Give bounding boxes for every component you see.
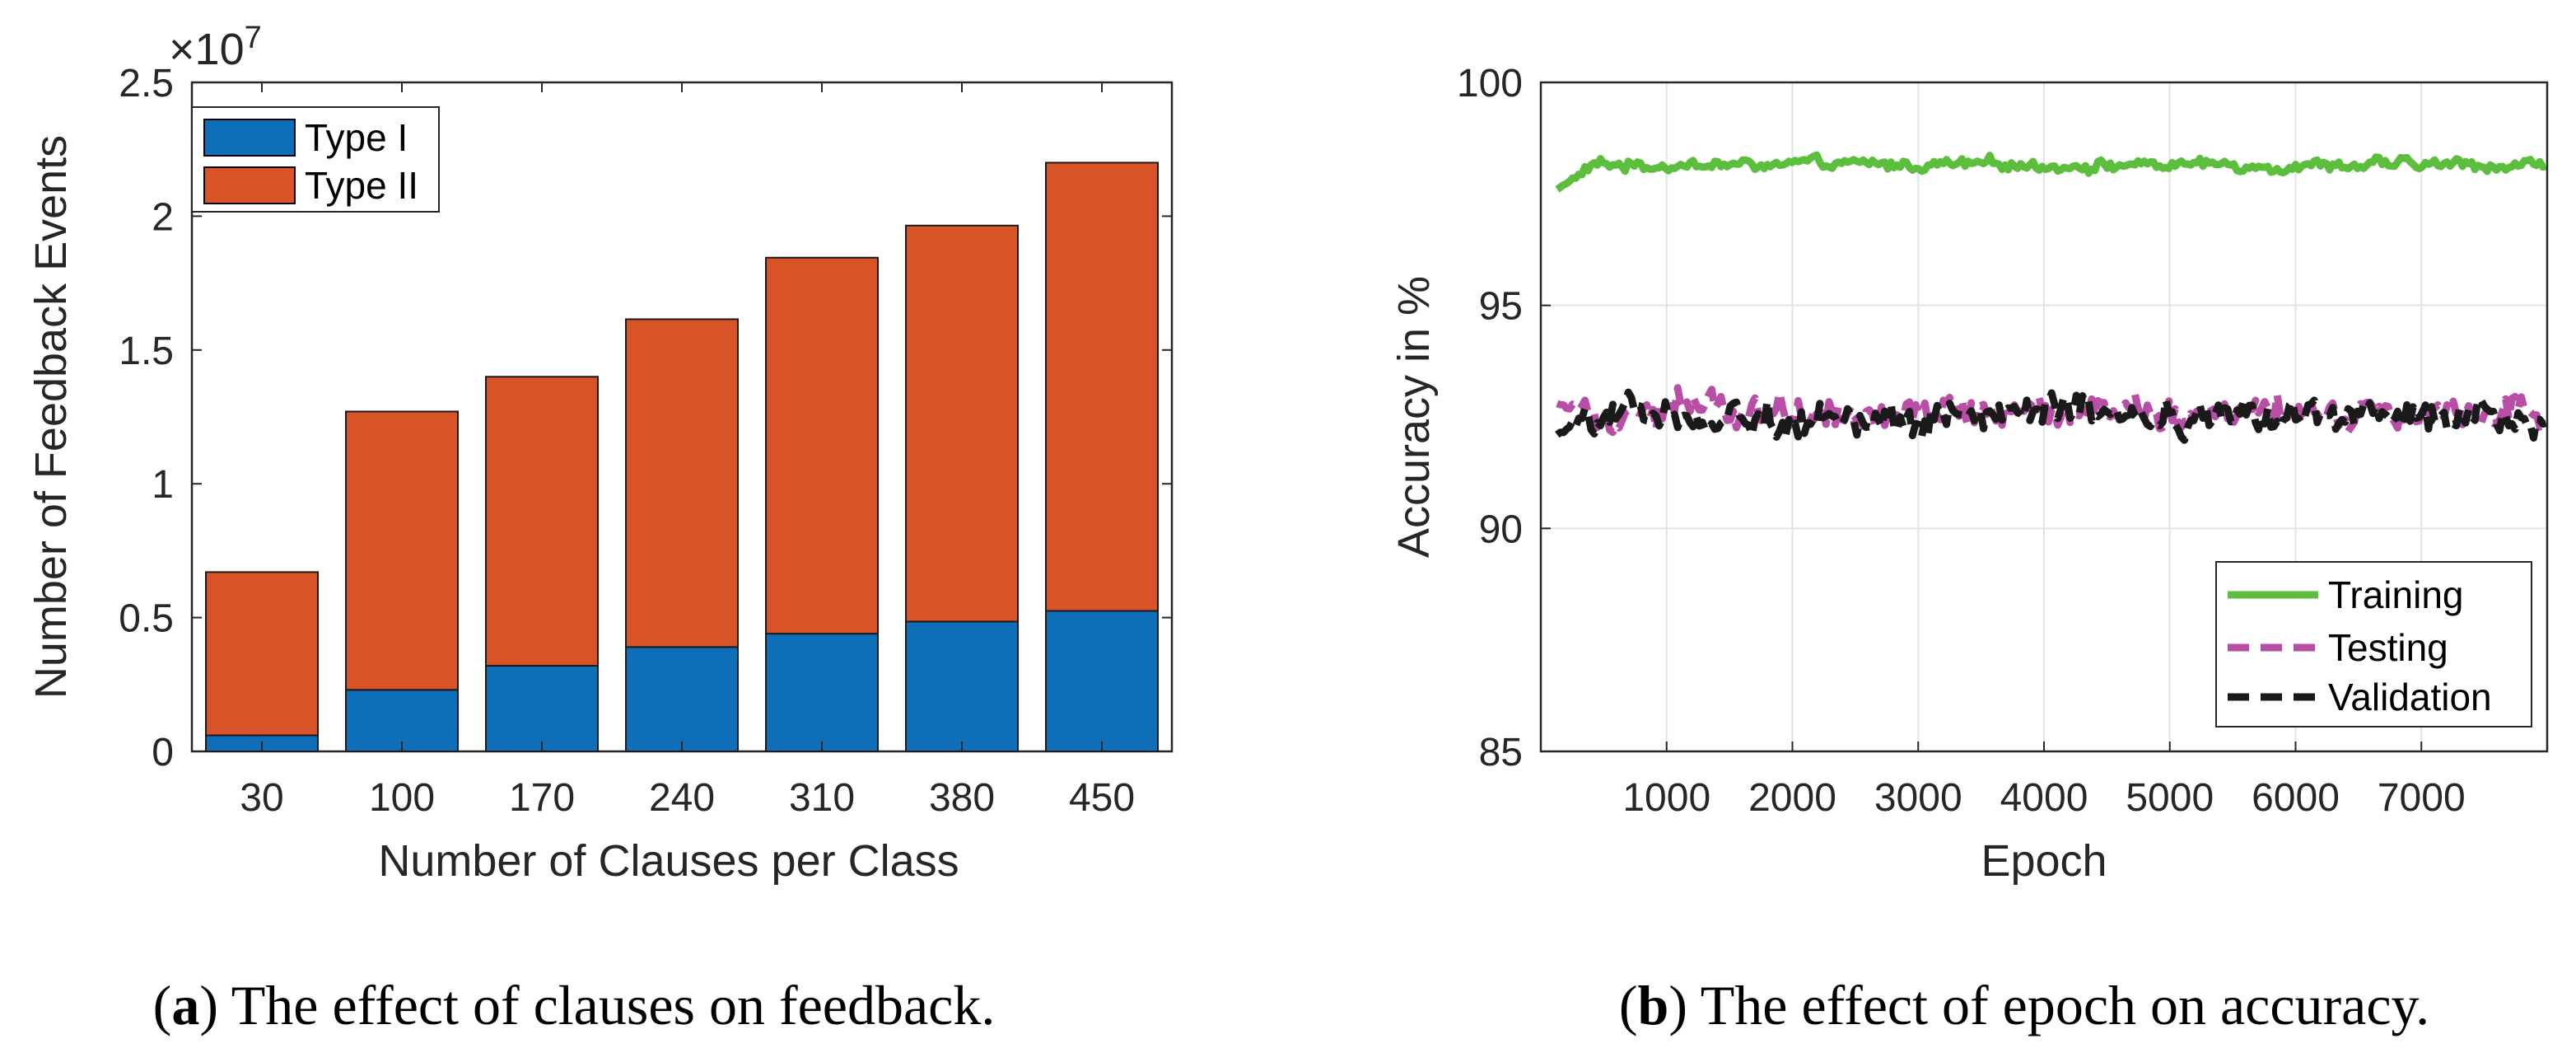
bar-type2-170 [485,376,599,667]
y-tick-label: 2 [152,195,174,239]
legend-swatch-type2 [203,166,296,204]
x-tick-label: 7000 [2378,776,2466,820]
caption-a: (a) The effect of clauses on feedback. [153,974,996,1036]
bar-type2-30 [205,571,319,737]
bar-chart-panel: 0 0.5 1 1.5 2 2.5 30 100 170 240 310 380 450 ×107 N… [26,21,1174,1036]
x-tick-label: 30 [240,776,283,820]
legend-label-type2: Type II [305,164,418,207]
legend-label-testing: Testing [2328,626,2448,669]
bar-type1-310 [765,633,879,753]
x-tick-label: 100 [369,776,435,820]
x-tick-label: 6000 [2252,776,2340,820]
y-tick-label: 90 [1479,508,1523,551]
y-tick-label: 0 [152,731,174,774]
caption-b: (b) The effect of epoch on accuracy. [1619,974,2429,1036]
x-tick-label: 170 [509,776,575,820]
x-tick-label: 240 [649,776,715,820]
bar-type1-170 [485,665,599,753]
y-tick-label: 100 [1457,62,1523,105]
x-tick-label: 5000 [2126,776,2214,820]
line-y-axis-label: Accuracy in % [1389,276,1439,558]
bar-x-axis-label: Number of Clauses per Class [378,836,959,886]
x-tick-label: 2000 [1748,776,1836,820]
y-tick-label: 2.5 [119,62,174,105]
y-tick-label: 85 [1479,731,1523,774]
line-validation [1555,388,2547,444]
y-multiplier: ×107 [169,21,262,74]
bar-type1-450 [1045,610,1159,752]
line-training [1555,151,2547,193]
y-tick-label: 0.5 [119,597,174,641]
line-chart-panel: 85 90 95 100 1000 2000 3000 4000 5000 6000 7000 A… [1389,62,2549,1036]
legend-label-training: Training [2328,573,2463,616]
bar-type2-100 [345,410,459,691]
x-tick-label: 380 [929,776,995,820]
x-tick-label: 450 [1069,776,1135,820]
legend-swatch-type1 [203,119,296,157]
y-tick-label: 1.5 [119,330,174,373]
y-tick-label: 95 [1479,285,1523,329]
line-legend: Training Testing Validation [2215,561,2532,727]
bar-type1-380 [905,620,1019,752]
bar-y-axis-label: Number of Feedback Events [26,135,76,699]
line-x-axis-label: Epoch [1981,836,2107,886]
x-tick-label: 310 [789,776,855,820]
x-tick-label: 3000 [1874,776,1962,820]
bar-type2-310 [765,256,879,635]
bar-type2-380 [905,224,1019,623]
bar-legend: Type I Type II [191,106,440,213]
bar-type2-450 [1045,161,1159,612]
x-tick-label: 4000 [2000,776,2088,820]
bar-type2-240 [625,318,739,648]
legend-label-validation: Validation [2328,676,2492,718]
x-tick-label: 1000 [1622,776,1710,820]
legend-label-type1: Type I [305,116,408,159]
y-tick-label: 1 [152,463,174,507]
bar-type1-240 [625,646,739,752]
